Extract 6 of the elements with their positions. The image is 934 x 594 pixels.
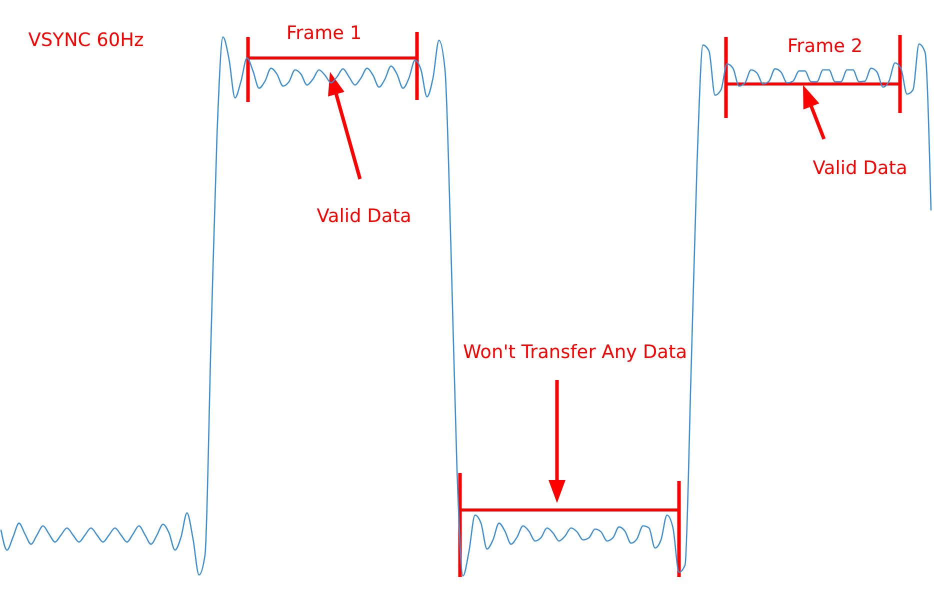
annotation: Valid Data — [316, 206, 412, 227]
annotation: Frame 2 — [787, 36, 863, 57]
annotation: Frame 1 — [286, 23, 362, 44]
annotation: Won't Transfer Any Data — [462, 342, 688, 363]
annotation: VSYNC 60Hz — [28, 30, 144, 51]
annotation: Valid Data — [812, 158, 908, 179]
